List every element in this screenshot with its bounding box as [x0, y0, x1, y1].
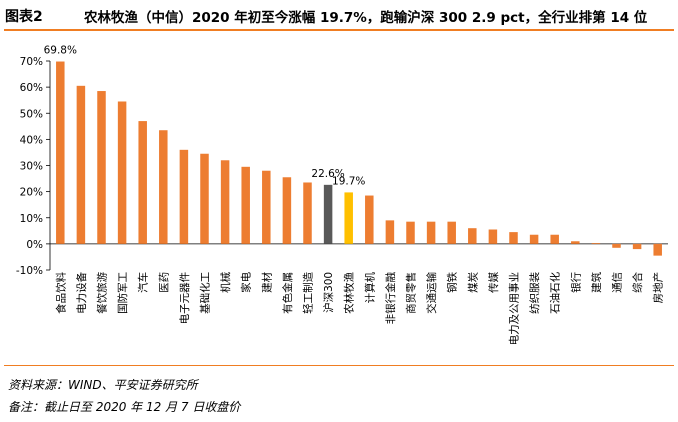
x-tick-label: 银行 [569, 271, 582, 292]
bar [179, 149, 189, 244]
x-tick-label: 机械 [219, 271, 232, 292]
x-tick-label: 家电 [240, 271, 253, 292]
bar [426, 221, 436, 244]
x-tick-label: 商贸零售 [405, 272, 418, 314]
y-tick-label: -10% [16, 265, 43, 277]
figure-title: 农林牧渔（中信）2020 年初至今涨幅 19.7%，跑输沪深 300 2.9 p… [84, 10, 648, 26]
bar [591, 243, 601, 244]
x-tick-label: 电力设备 [75, 271, 88, 313]
x-tick-label: 电子元器件 [178, 272, 191, 325]
x-tick-label: 建材 [260, 271, 273, 292]
x-tick-label: 石油石化 [549, 271, 562, 313]
x-tick-label: 煤炭 [466, 271, 479, 292]
x-tick-label: 综合 [631, 271, 644, 292]
x-tick-label: 电力及公用事业 [508, 272, 521, 346]
bar [612, 243, 621, 248]
bar [344, 192, 353, 244]
x-tick-label: 轻工制造 [302, 271, 315, 313]
chart-bars [56, 61, 662, 256]
bar [282, 177, 292, 244]
x-tick-label: 沪深300 [322, 272, 335, 313]
x-tick-label: 国防军工 [116, 272, 129, 314]
x-tick-label: 交通运输 [425, 271, 438, 313]
bar [323, 184, 333, 244]
bar [200, 153, 209, 244]
bar [138, 121, 147, 244]
bar [365, 195, 374, 244]
bar [303, 182, 312, 244]
bar [488, 229, 498, 244]
bar [76, 85, 86, 244]
x-tick-label: 建筑 [590, 271, 603, 292]
bar [550, 234, 559, 244]
data-label: 22.6% [311, 168, 344, 180]
x-tick-label: 基础化工 [199, 272, 212, 314]
bar [262, 170, 271, 244]
bar [220, 160, 230, 244]
data-label: 19.7% [332, 175, 365, 187]
bar [468, 228, 477, 244]
source-note: 资料来源：WIND、平安证券研究所 [8, 378, 198, 392]
x-tick-label: 食品饮料 [54, 271, 67, 313]
bar [509, 232, 518, 244]
x-tick-label: 非银行金融 [384, 271, 397, 324]
y-tick-label: 40% [20, 134, 43, 146]
y-tick-label: 0% [26, 239, 43, 251]
y-tick-label: 70% [20, 56, 43, 68]
bar [447, 221, 456, 244]
bar [159, 130, 168, 244]
bar [56, 61, 65, 244]
bar [632, 243, 642, 250]
bar [571, 241, 580, 244]
chart-labels: 食品饮料 电力设备 餐饮旅游 国防军工 汽车 医药 电子元器件 基础化工 机械 家电 建材 有色金属轻… [44, 45, 665, 346]
bar [97, 91, 106, 244]
x-tick-label: 餐饮旅游 [96, 271, 109, 313]
bar [117, 101, 127, 244]
bar [385, 220, 395, 244]
figure-label: 图表2 [5, 9, 43, 25]
y-tick-label: 50% [20, 108, 43, 120]
figure-header: 图表2 农林牧渔（中信）2020 年初至今涨幅 19.7%，跑输沪深 300 2… [0, 0, 678, 30]
bar [653, 243, 662, 256]
y-tick-label: 20% [20, 187, 43, 199]
footer-rule [4, 365, 674, 366]
data-label: 69.8% [44, 45, 77, 57]
y-tick-label: 60% [20, 82, 43, 94]
x-tick-label: 传媒 [487, 271, 500, 292]
x-tick-label: 通信 [612, 272, 624, 293]
header-rule [4, 29, 674, 31]
bar [406, 221, 415, 244]
bar-chart: -10% 0% 10% 20% 30% 40% 50% 60% 70% 食品饮料 电力设备 餐饮旅游… [16, 45, 668, 346]
x-tick-label: 房地产 [652, 272, 665, 304]
x-tick-label: 计算机 [363, 271, 376, 303]
remark-note: 备注：截止日至 2020 年 12 月 7 日收盘价 [8, 400, 241, 414]
y-tick-label: 10% [20, 213, 43, 225]
y-tick-label: 30% [20, 161, 43, 173]
x-tick-label: 农林牧渔 [343, 272, 356, 314]
x-tick-label: 钢铁 [446, 271, 459, 292]
chart-axes: -10% 0% 10% 20% 30% 40% 50% 60% 70% [16, 56, 668, 277]
bar [529, 234, 539, 244]
x-tick-label: 有色金属 [281, 272, 294, 314]
x-tick-label: 医药 [158, 272, 170, 293]
x-tick-label: 纺织服装 [528, 271, 541, 313]
bar [241, 166, 250, 244]
x-tick-label: 汽车 [137, 272, 150, 293]
